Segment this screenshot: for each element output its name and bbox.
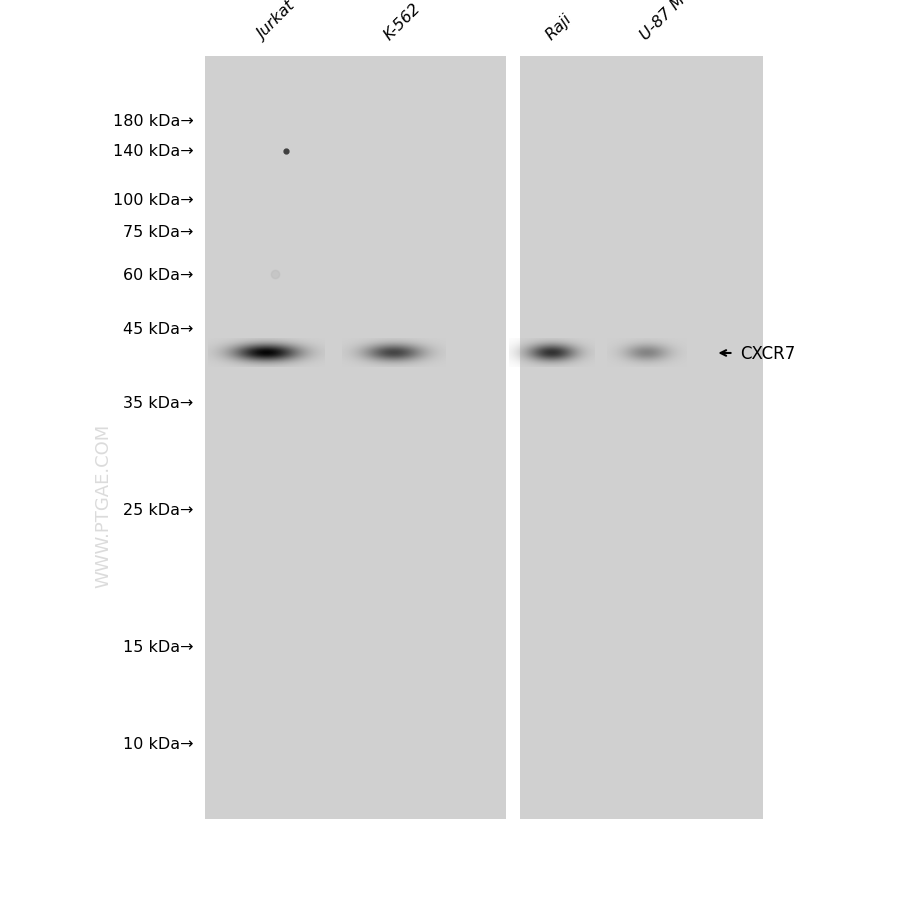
Text: 35 kDa→: 35 kDa→ <box>123 396 194 410</box>
Text: 75 kDa→: 75 kDa→ <box>123 226 194 240</box>
Text: U-87 MG: U-87 MG <box>637 0 697 43</box>
Text: WWW.PTGAE.COM: WWW.PTGAE.COM <box>94 423 112 587</box>
Text: 140 kDa→: 140 kDa→ <box>112 144 194 159</box>
Text: 45 kDa→: 45 kDa→ <box>123 322 194 336</box>
Text: 15 kDa→: 15 kDa→ <box>123 640 194 654</box>
Text: Raji: Raji <box>543 12 574 43</box>
Text: 100 kDa→: 100 kDa→ <box>112 193 194 207</box>
Bar <box>520 57 763 819</box>
Bar <box>205 57 506 819</box>
Text: CXCR7: CXCR7 <box>740 345 795 363</box>
Text: 180 kDa→: 180 kDa→ <box>112 115 194 129</box>
Text: 60 kDa→: 60 kDa→ <box>123 268 194 282</box>
Text: K-562: K-562 <box>381 1 423 43</box>
Text: 10 kDa→: 10 kDa→ <box>123 737 194 751</box>
Text: Jurkat: Jurkat <box>255 0 299 43</box>
Text: 25 kDa→: 25 kDa→ <box>123 502 194 517</box>
